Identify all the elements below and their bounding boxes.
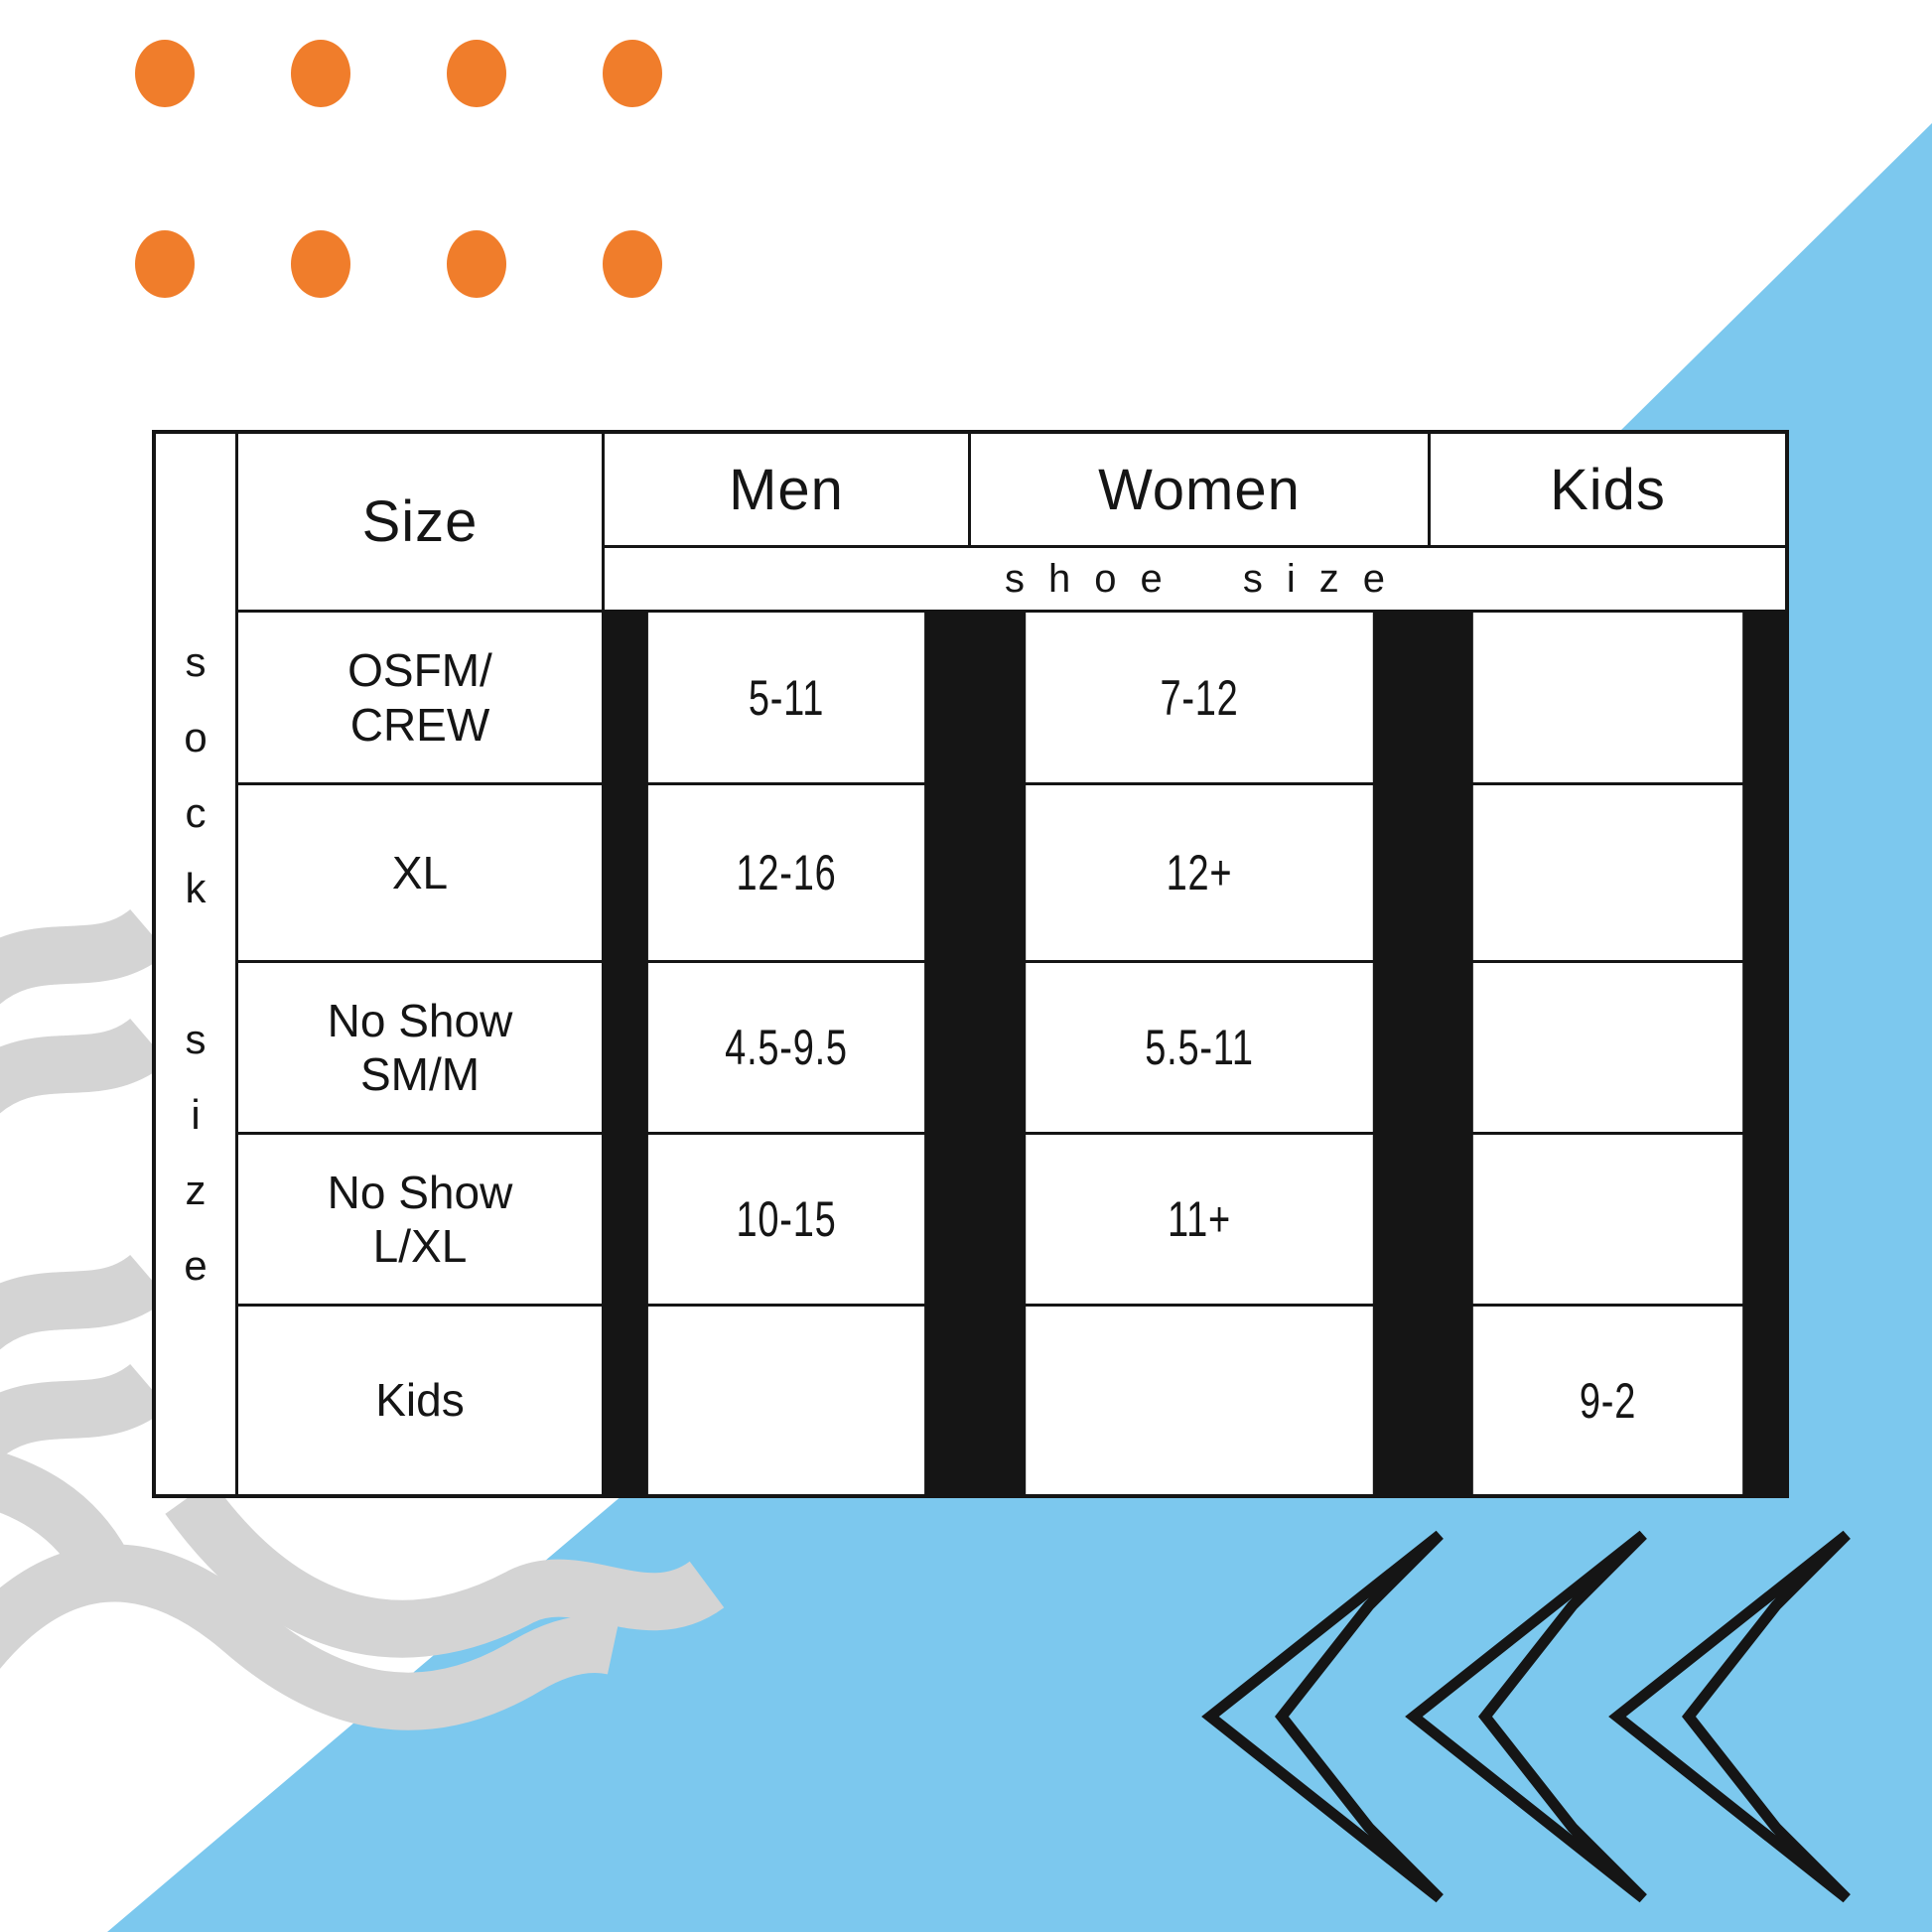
- cell-kids: 9-2: [1472, 1307, 1743, 1494]
- wave-3: [0, 1253, 168, 1350]
- left-chevrons-icon: [1201, 1530, 1851, 1903]
- cell-men: 4.5-9.5: [647, 963, 925, 1132]
- column-header-men: Men: [605, 434, 968, 545]
- chevron-left-icon: [1608, 1530, 1851, 1903]
- orange-dot: [603, 40, 662, 107]
- cell-kids: [1472, 785, 1743, 960]
- column-header-size: Size: [238, 434, 602, 610]
- cell-kids: [1472, 963, 1743, 1132]
- orange-dot: [291, 230, 350, 298]
- wave-1: [0, 907, 168, 1005]
- orange-dot: [291, 40, 350, 107]
- orange-dot: [135, 40, 195, 107]
- chevron-left-icon: [1405, 1530, 1647, 1903]
- cell-men: 12-16: [647, 785, 925, 960]
- column-header-women: Women: [971, 434, 1428, 545]
- cell-men: 10-15: [647, 1135, 925, 1304]
- cell-men: [647, 1307, 925, 1494]
- row-label-kids: Kids: [238, 1307, 602, 1494]
- cell-women: 5.5-11: [1026, 963, 1373, 1132]
- subheader-shoe-size: shoe size: [605, 548, 1785, 610]
- orange-dot: [603, 230, 662, 298]
- cell-women: [1026, 1307, 1373, 1494]
- cell-kids: [1472, 613, 1743, 782]
- cell-women: 7-12: [1026, 613, 1373, 782]
- orange-dot: [447, 230, 506, 298]
- sock-size-chart: s o c k s i z e Size Men Women Kids shoe…: [152, 430, 1789, 1498]
- row-label-osfm-crew: OSFM/ CREW: [238, 613, 602, 782]
- wave-2: [0, 1017, 168, 1114]
- blue-triangle-top-right: [1618, 123, 1932, 433]
- blue-region-bottom: [107, 427, 1932, 1932]
- cell-kids: [1472, 1135, 1743, 1304]
- cell-men: 5-11: [647, 613, 925, 782]
- row-label-no-show-l-xl: No Show L/XL: [238, 1135, 602, 1304]
- row-label-xl: XL: [238, 785, 602, 960]
- gray-waves: [0, 907, 725, 1730]
- orange-dot: [135, 230, 195, 298]
- orange-dots: [135, 40, 662, 298]
- wave-4: [0, 1362, 168, 1459]
- vertical-label-sock-size: s o c k s i z e: [156, 434, 235, 1494]
- cell-women: 12+: [1026, 785, 1373, 960]
- row-label-no-show-sm-m: No Show SM/M: [238, 963, 602, 1132]
- cell-women: 11+: [1026, 1135, 1373, 1304]
- column-header-kids: Kids: [1431, 434, 1785, 545]
- wave-6: [165, 1479, 725, 1658]
- orange-dot: [447, 40, 506, 107]
- wave-7: [0, 1544, 621, 1730]
- chevron-left-icon: [1201, 1530, 1444, 1903]
